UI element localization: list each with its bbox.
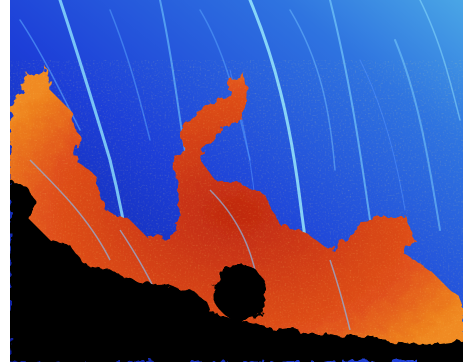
image-area (10, 0, 463, 362)
fractal-image (0, 0, 473, 362)
page (0, 0, 473, 362)
